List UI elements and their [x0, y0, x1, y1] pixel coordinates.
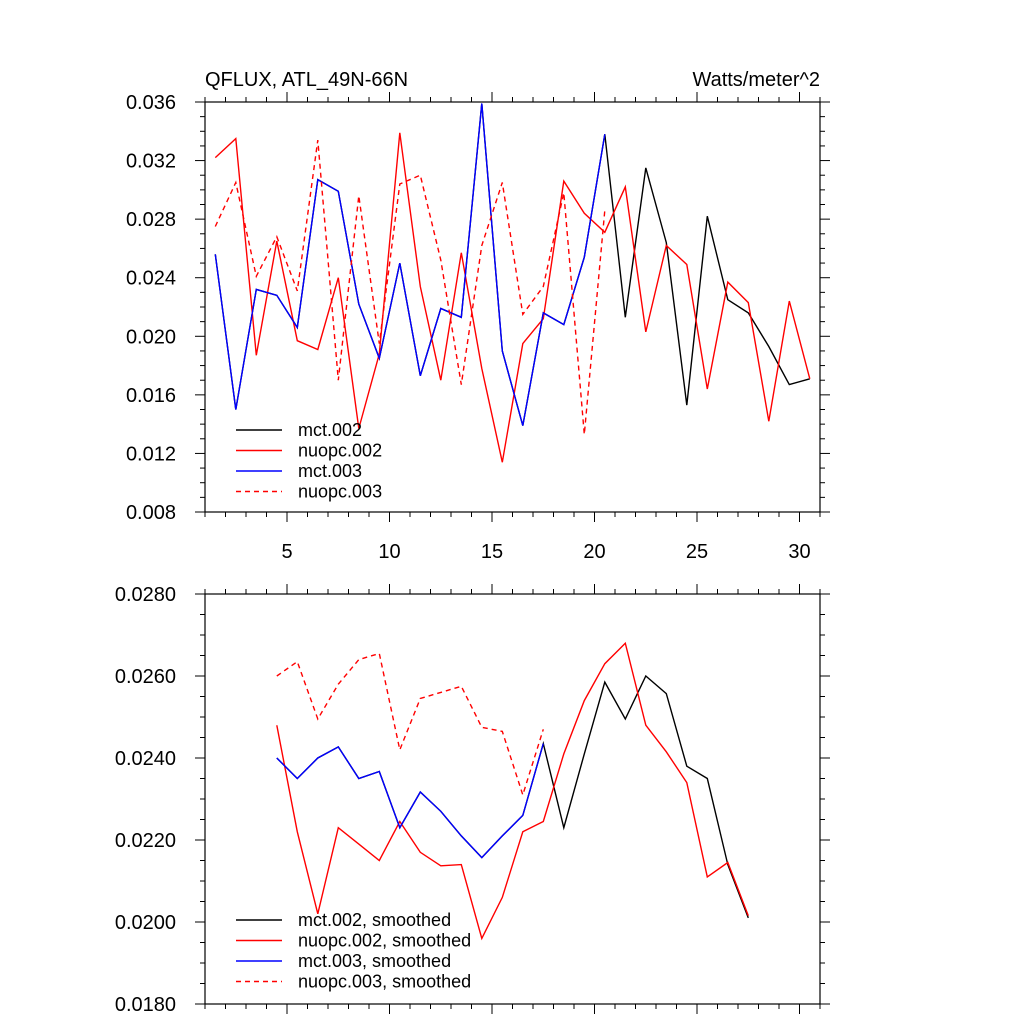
y-tick-label: 0.0220 [115, 830, 176, 852]
y-tick-label: 0.0260 [115, 666, 176, 688]
legend-label: nuopc.002, smoothed [298, 931, 471, 951]
y-tick-label: 0.0200 [115, 912, 176, 934]
legend-label: nuopc.003, smoothed [298, 972, 471, 992]
series-line-mct-003 [214, 103, 606, 426]
y-tick-label: 0.016 [126, 385, 176, 407]
series-line-nuopc-003 [214, 140, 606, 435]
x-tick-label: 30 [788, 541, 810, 563]
y-tick-label: 0.0280 [115, 584, 176, 606]
legend-label: nuopc.002 [298, 441, 382, 461]
series-line-nuopc-002-smoothed [276, 641, 749, 941]
legend-label: mct.003 [298, 461, 362, 481]
legend-label: mct.002 [298, 420, 362, 440]
y-tick-label: 0.028 [126, 209, 176, 231]
panel-title: QFLUX, ATL_49N-66N [205, 69, 408, 91]
legend-label: nuopc.003 [298, 482, 382, 502]
qflux-daily-panel: QFLUX, ATL_49N-66N Watts/meter^2 5 10 15 20… [126, 69, 830, 563]
series-line-mct-002-smoothed [276, 674, 749, 919]
units-label: Watts/meter^2 [692, 69, 820, 91]
x-tick-label: 10 [378, 541, 400, 563]
series-line-mct-003-smoothed [276, 743, 544, 859]
qflux-smoothed-panel: 0.0180 0.0200 0.0220 0.0240 0.0260 0.0280 mct.… [115, 584, 830, 1016]
series-line-nuopc-003-smoothed [276, 652, 544, 798]
x-tick-label: 15 [481, 541, 503, 563]
x-tick-label: 5 [281, 541, 292, 563]
x-tick-label: 20 [583, 541, 605, 563]
y-tick-label: 0.024 [126, 268, 176, 290]
series-line-mct-002 [214, 103, 810, 426]
y-tick-label: 0.008 [126, 502, 176, 524]
y-tick-label: 0.020 [126, 326, 176, 348]
legend-label: mct.003, smoothed [298, 951, 451, 971]
y-tick-label: 0.0180 [115, 994, 176, 1016]
y-tick-label: 0.0240 [115, 748, 176, 770]
series-line-nuopc-002 [214, 132, 811, 463]
y-tick-label: 0.012 [126, 443, 176, 465]
x-tick-label: 25 [686, 541, 708, 563]
legend-label: mct.002, smoothed [298, 910, 451, 930]
y-tick-label: 0.036 [126, 92, 176, 114]
y-tick-label: 0.032 [126, 151, 176, 173]
